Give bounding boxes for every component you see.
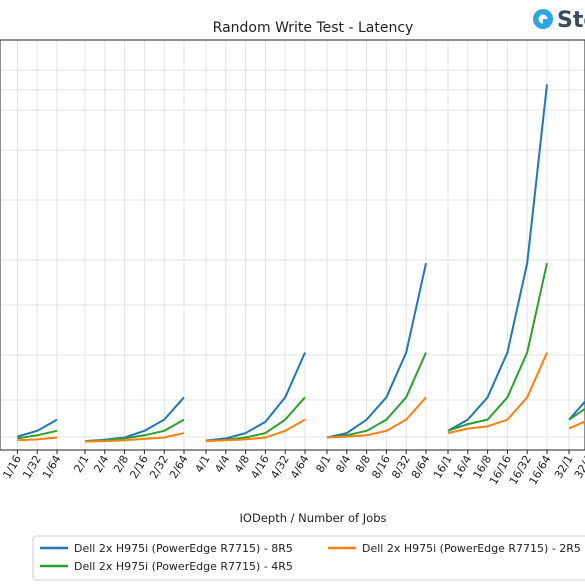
logo-icon-tail (543, 19, 550, 26)
series-line-3 (326, 396, 427, 439)
grid (0, 40, 585, 450)
legend-label: Dell 2x H975i (PowerEdge R7715) - 4R5 (74, 560, 293, 573)
series-line-3 (205, 418, 306, 443)
legend-frame (32, 535, 585, 581)
series-line-1 (17, 418, 58, 438)
series-layer (17, 84, 585, 443)
legend-label: Dell 2x H975i (PowerEdge R7715) - 8R5 (74, 542, 293, 555)
storagereview-logo[interactable]: Sto (533, 8, 585, 33)
series-line-3 (84, 432, 185, 443)
series-line-1 (568, 400, 585, 421)
series-line-3 (17, 436, 58, 442)
series-line-1 (326, 262, 427, 439)
legend-label: Dell 2x H975i (PowerEdge R7715) - 2R5 (362, 542, 581, 555)
series-line-2 (568, 407, 585, 421)
x-axis-label: IODepth / Number of Jobs (240, 511, 387, 525)
legend: Dell 2x H975i (PowerEdge R7715) - 8R5 Del… (32, 535, 585, 581)
series-line-2 (326, 352, 427, 439)
series-line-1 (205, 352, 306, 442)
series-line-3 (568, 420, 585, 430)
series-line-2 (447, 262, 548, 432)
chart-title: Random Write Test - Latency (213, 20, 414, 36)
series-line-2 (17, 429, 58, 440)
logo-text: Sto (557, 8, 585, 33)
series-line-3 (447, 352, 548, 435)
plot-frame (0, 39, 585, 451)
series-line-1 (447, 84, 548, 432)
